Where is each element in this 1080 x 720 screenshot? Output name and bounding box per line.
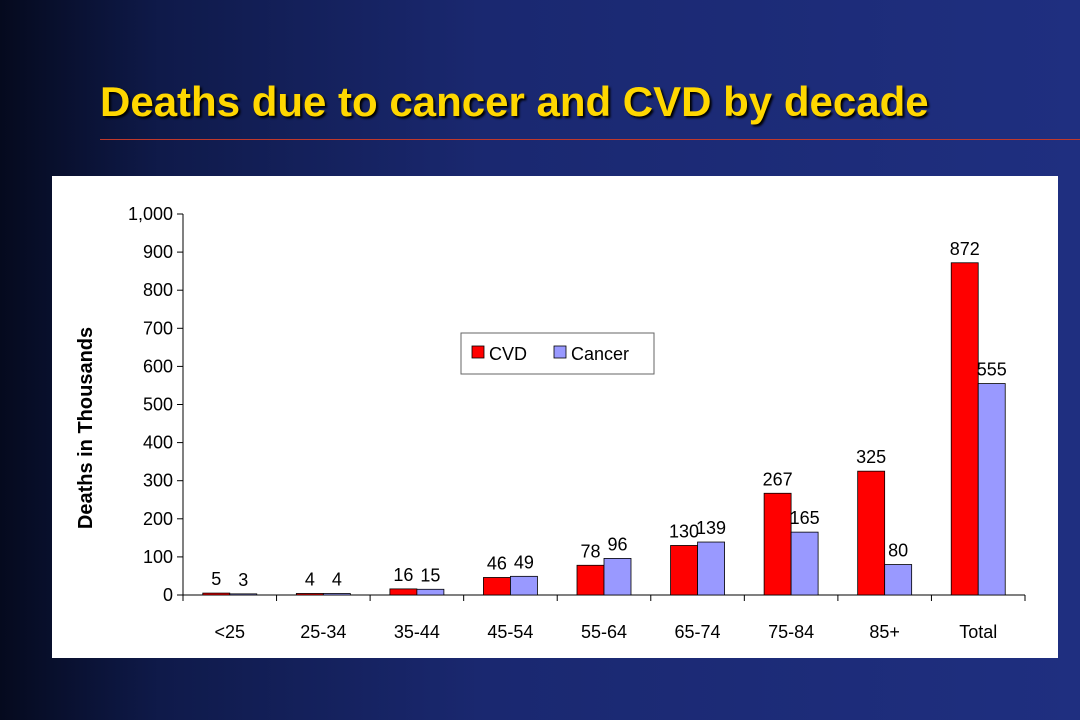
y-tick-label: 500	[143, 395, 173, 415]
y-tick-label: 600	[143, 356, 173, 376]
y-axis-label: Deaths in Thousands	[75, 327, 97, 529]
y-tick-label: 1,000	[128, 204, 173, 224]
legend: CVD Cancer	[460, 332, 655, 375]
title-divider	[100, 139, 1080, 140]
bar-cancer-4	[510, 575, 538, 596]
bar-cancer-1	[229, 593, 258, 596]
data-label-cvd-7: 267	[763, 469, 793, 489]
bar-cancer-7	[790, 531, 819, 596]
bar-cvd-3	[389, 588, 418, 596]
y-tick-label: 700	[143, 318, 173, 338]
legend-swatch-cvd	[471, 345, 485, 359]
bar-cancer-2	[322, 593, 351, 596]
data-label-cvd-4: 46	[487, 553, 507, 573]
x-tick-label: 35-44	[394, 622, 440, 642]
x-tick-label: Total	[959, 622, 997, 642]
data-label-cancer-7: 165	[790, 508, 820, 528]
bar-cvd-2	[295, 593, 324, 596]
legend-label-cancer: Cancer	[571, 344, 629, 364]
bar-chart: 0 100 200 300 400 500 600 700 800 900 1,000 <25 25-…	[75, 204, 1026, 642]
bar-cvd-4	[483, 577, 511, 596]
legend-label-cvd: CVD	[489, 344, 527, 364]
data-label-cancer-2: 4	[332, 569, 342, 589]
data-label-cvd-9: 872	[950, 239, 980, 259]
chart-panel: 0 100 200 300 400 500 600 700 800 900 1,000 <25 25-…	[52, 176, 1058, 658]
legend-swatch-cancer	[553, 345, 567, 359]
bar-cancer-6	[697, 541, 725, 596]
bar-cancer-8	[884, 564, 913, 596]
data-label-cvd-6: 130	[669, 521, 699, 541]
x-tick-label: 85+	[869, 622, 900, 642]
slide-title: Deaths due to cancer and CVD by decade	[100, 78, 929, 125]
data-label-cancer-3: 15	[420, 565, 440, 585]
bar-cvd-8	[857, 470, 886, 596]
x-tick-label: <25	[215, 622, 246, 642]
data-label-cancer-4: 49	[514, 552, 534, 572]
x-tick-label: 25-34	[300, 622, 346, 642]
data-label-cancer-1: 3	[238, 570, 248, 590]
bar-cancer-3	[416, 588, 445, 596]
bar-cancer-5	[603, 558, 632, 596]
data-label-cancer-5: 96	[607, 534, 627, 554]
bar-cancer-9	[977, 383, 1006, 596]
bar-cvd-5	[576, 564, 605, 596]
y-tick-label: 400	[143, 433, 173, 453]
data-label-cancer-8: 80	[888, 541, 908, 561]
data-label-cancer-6: 139	[696, 518, 726, 538]
bar-cvd-9	[950, 262, 979, 596]
data-label-cvd-8: 325	[856, 447, 886, 467]
data-label-cvd-5: 78	[580, 541, 600, 561]
x-tick-label: 45-54	[487, 622, 533, 642]
x-tick-label: 55-64	[581, 622, 627, 642]
data-label-cvd-3: 16	[393, 565, 413, 585]
bars	[202, 262, 1006, 596]
y-axis: 0 100 200 300 400 500 600 700 800 900 1,000	[128, 204, 184, 605]
data-label-cvd-2: 4	[305, 569, 315, 589]
data-label-cvd-1: 5	[211, 569, 221, 589]
y-tick-label: 900	[143, 242, 173, 262]
bar-cvd-7	[763, 492, 792, 596]
x-axis: <25 25-34 35-44 45-54 55-64 65-74 75-84 85+ Tota…	[182, 594, 1026, 642]
bar-cvd-6	[670, 545, 698, 596]
data-label-cancer-9: 555	[977, 360, 1007, 380]
x-tick-label: 75-84	[768, 622, 814, 642]
y-tick-label: 100	[143, 547, 173, 567]
y-tick-label: 200	[143, 509, 173, 529]
x-tick-label: 65-74	[675, 622, 721, 642]
y-tick-label: 800	[143, 280, 173, 300]
y-tick-label: 0	[163, 585, 173, 605]
bar-cvd-1	[202, 592, 231, 596]
y-tick-label: 300	[143, 471, 173, 491]
